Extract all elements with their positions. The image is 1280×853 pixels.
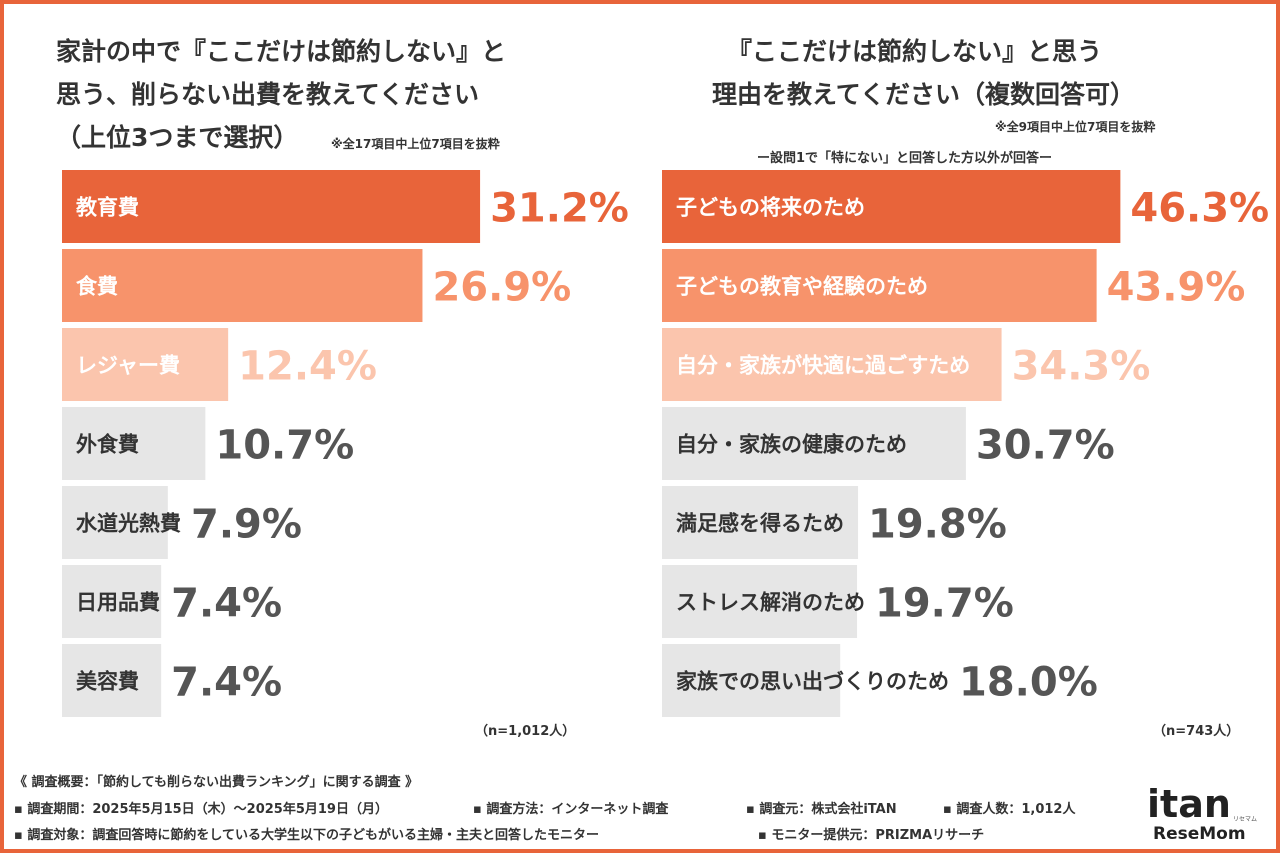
footer-count: ▪ 調査人数：1,012人	[943, 802, 1076, 817]
right-bar-1	[662, 170, 1121, 243]
left-bar-5	[62, 486, 168, 559]
right-bar-6	[662, 565, 858, 638]
right-value-label-3: 34.3%	[1012, 344, 1151, 390]
left-bar-7	[62, 644, 162, 717]
right-category-label-6: ストレス解消のため	[676, 591, 865, 615]
right-title-line-1: 『ここだけは節約しない』と思う	[727, 37, 1103, 66]
left-category-label-5: 水道光熱費	[76, 512, 181, 536]
left-bar-3	[62, 328, 229, 401]
left-title-line-1: 家計の中で『ここだけは節約しない』と	[56, 37, 507, 66]
left-category-label-2: 食費	[76, 275, 118, 299]
right-value-label-4: 30.7%	[976, 423, 1115, 469]
right-subnote: ー設問1で「特にない」と回答した方以外が回答ー	[757, 151, 1053, 166]
right-category-label-2: 子どもの教育や経験のため	[676, 275, 928, 299]
svg-text:itan: itan	[1147, 783, 1231, 826]
right-category-label-4: 自分・家族の健康のため	[676, 433, 907, 457]
left-value-label-5: 7.9%	[191, 502, 302, 548]
footer-summary-heading: 《 調査概要：「節約しても削らない出費ランキング」に関する調査 》	[14, 775, 419, 790]
left-category-label-3: レジャー費	[76, 354, 180, 378]
svg-text:リセマム: リセマム	[1233, 816, 1257, 823]
footer-method: ▪ 調査方法：インターネット調査	[473, 802, 669, 817]
left-category-label-6: 日用品費	[76, 591, 160, 615]
left-category-label-4: 外食費	[76, 433, 139, 457]
footer-period: ▪ 調査期間：2025年5月15日（木）～2025年5月19日（月）	[14, 802, 388, 817]
right-bar-2	[662, 249, 1097, 322]
right-bar-7	[662, 644, 841, 717]
left-value-label-4: 10.7%	[215, 423, 354, 469]
right-value-label-6: 19.7%	[875, 581, 1014, 627]
left-category-label-7: 美容費	[76, 670, 139, 694]
right-value-label-2: 43.9%	[1107, 265, 1246, 311]
footer-source: ▪ 調査元：株式会社iTAN	[746, 802, 897, 817]
left-bar-6	[62, 565, 162, 638]
left-note: ※全17項目中上位7項目を抜粋	[331, 137, 500, 151]
left-value-label-2: 26.9%	[432, 265, 571, 311]
left-value-label-6: 7.4%	[171, 581, 282, 627]
right-value-label-5: 19.8%	[868, 502, 1007, 548]
footer-provider: ▪ モニター提供元：PRIZMAリサーチ	[758, 828, 985, 843]
svg-text:ReseMom: ReseMom	[1153, 824, 1246, 843]
left-category-label-1: 教育費	[76, 196, 139, 220]
right-sample-size: （n=743人）	[1153, 724, 1240, 739]
left-bar-2	[62, 249, 423, 322]
footer-target: ▪ 調査対象：調査回答時に節約をしている大学生以下の子どもがいる主婦・主夫と回答…	[14, 828, 599, 843]
right-category-label-3: 自分・家族が快適に過ごすため	[676, 354, 970, 378]
right-bar-5	[662, 486, 859, 559]
left-bar-1	[62, 170, 481, 243]
left-value-label-3: 12.4%	[238, 344, 377, 390]
right-value-label-1: 46.3%	[1130, 186, 1269, 232]
left-sample-size: （n=1,012人）	[475, 724, 576, 739]
right-category-label-7: 家族での思い出づくりのため	[676, 670, 949, 694]
right-category-label-5: 満足感を得るため	[676, 512, 844, 536]
right-note: ※全9項目中上位7項目を抜粋	[995, 120, 1156, 134]
right-title-line-2: 理由を教えてください（複数回答可）	[712, 80, 1136, 109]
left-value-label-7: 7.4%	[171, 660, 282, 706]
left-bar-4	[62, 407, 206, 480]
right-category-label-1: 子どもの将来のため	[676, 196, 865, 220]
left-title-line-3: （上位3つまで選択）	[56, 123, 299, 152]
right-value-label-7: 18.0%	[959, 660, 1098, 706]
left-title-line-2: 思う、削らない出費を教えてください	[56, 80, 480, 109]
right-bar-3	[662, 328, 1002, 401]
right-bar-4	[662, 407, 966, 480]
left-value-label-1: 31.2%	[490, 186, 629, 232]
itan-resemom-logo: itan リセマム ReseMom	[1147, 783, 1257, 843]
